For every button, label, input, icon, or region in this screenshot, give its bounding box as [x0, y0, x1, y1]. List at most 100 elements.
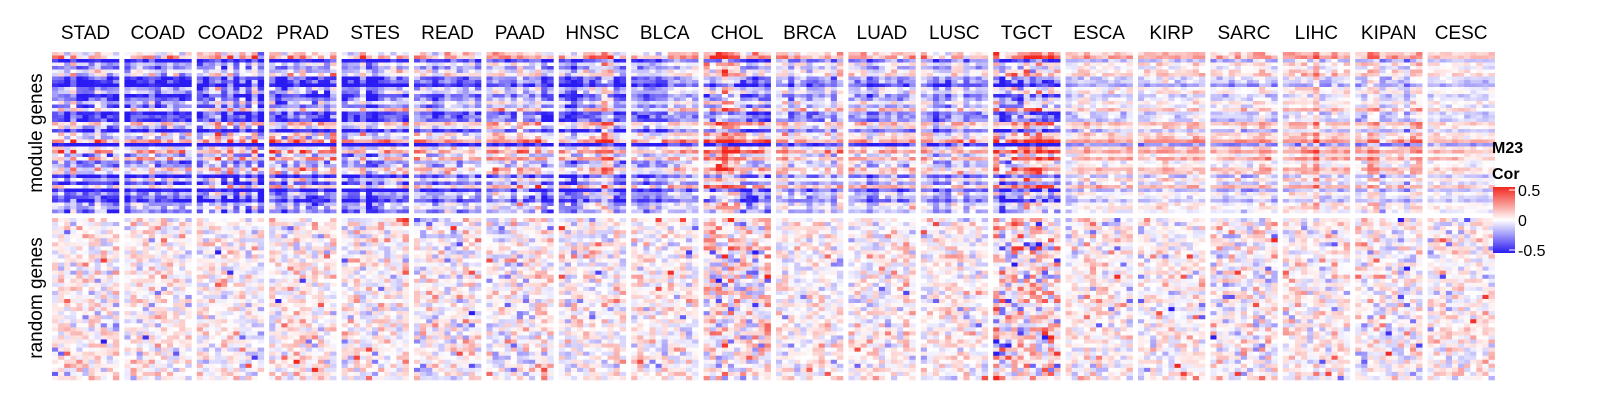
heatmap-cell	[692, 69, 699, 74]
heatmap-cell	[94, 178, 102, 182]
heatmap-cell	[438, 157, 445, 161]
heatmap-cell	[347, 122, 355, 126]
column-label-esca: ESCA	[1073, 23, 1125, 44]
heatmap-cell	[637, 150, 644, 154]
heatmap-cell	[432, 59, 439, 63]
heatmap-cell	[740, 167, 747, 172]
heatmap-cell	[734, 108, 741, 112]
heatmap-cell	[94, 132, 102, 137]
heatmap-cell	[661, 185, 669, 189]
heatmap-cell	[299, 94, 307, 98]
heatmap-cell	[293, 146, 300, 151]
heatmap-cell	[541, 76, 548, 81]
heatmap-cell	[558, 157, 566, 161]
heatmap-cell	[299, 185, 307, 189]
heatmap-cell	[462, 73, 470, 77]
heatmap-cell	[746, 160, 753, 165]
heatmap-cell	[317, 90, 325, 95]
heatmap-cell	[305, 111, 313, 116]
heatmap-cell	[570, 115, 578, 119]
heatmap-cell	[179, 139, 186, 144]
heatmap-cell	[317, 83, 325, 88]
heatmap-cell	[402, 122, 409, 126]
heatmap-cell	[130, 83, 137, 88]
heatmap-cell	[764, 104, 771, 109]
heatmap-cell	[124, 83, 131, 88]
heatmap-cell	[450, 188, 457, 193]
heatmap-cell	[160, 69, 168, 74]
heatmap-cell	[679, 83, 687, 88]
heatmap-cell	[438, 62, 445, 67]
heatmap-cell	[504, 160, 512, 165]
heatmap-cell	[432, 118, 439, 123]
heatmap-cell	[462, 188, 470, 193]
heatmap-cell	[245, 69, 252, 74]
heatmap-cell	[390, 80, 397, 84]
heatmap-cell	[293, 202, 300, 207]
heatmap-cell	[88, 150, 95, 154]
heatmap-cell	[269, 153, 276, 158]
heatmap-cell	[432, 199, 439, 203]
heatmap-cell	[637, 118, 644, 123]
heatmap-cell	[390, 139, 397, 144]
heatmap-cell	[154, 90, 162, 95]
heatmap-cell	[752, 136, 759, 140]
heatmap-cell	[402, 195, 409, 200]
heatmap-cell	[324, 73, 331, 77]
heatmap-cell	[154, 83, 162, 88]
heatmap-cell	[686, 132, 693, 137]
heatmap-cell	[613, 157, 621, 161]
heatmap-cell	[52, 66, 59, 70]
heatmap-cell	[547, 125, 554, 130]
heatmap-cell	[522, 90, 530, 95]
heatmap-cell	[136, 80, 143, 84]
heatmap-cell	[330, 192, 337, 196]
heatmap-cell	[516, 97, 524, 102]
heatmap-cell	[324, 76, 331, 81]
heatmap-cell	[341, 59, 348, 63]
heatmap-cell	[384, 125, 391, 130]
heatmap-cell	[643, 171, 650, 175]
heatmap-cell	[353, 153, 361, 158]
heatmap-cell	[196, 185, 204, 189]
heatmap-cell	[746, 146, 753, 151]
heatmap-cell	[245, 136, 252, 140]
heatmap-cell	[293, 111, 300, 116]
heatmap-cell	[88, 101, 95, 105]
heatmap-cell	[504, 87, 512, 91]
heatmap-cell	[740, 59, 747, 63]
heatmap-cell	[64, 115, 71, 119]
heatmap-cell	[227, 146, 234, 151]
heatmap-cell	[88, 206, 95, 210]
heatmap-cell	[76, 80, 83, 84]
heatmap-cell	[76, 69, 83, 74]
heatmap-cell	[154, 66, 162, 70]
heatmap-cell	[142, 146, 150, 151]
heatmap-cell	[353, 73, 361, 77]
heatmap-cell	[359, 202, 367, 207]
heatmap-cell	[661, 202, 669, 207]
heatmap-cell	[474, 195, 482, 200]
heatmap-cell	[281, 125, 288, 130]
heatmap-cell	[667, 178, 675, 182]
heatmap-cell	[317, 52, 325, 56]
heatmap-cell	[233, 122, 240, 126]
heatmap-cell	[311, 73, 319, 77]
heatmap-cell	[82, 80, 89, 84]
heatmap-cell	[450, 199, 457, 203]
heatmap-cell	[462, 90, 470, 95]
heatmap-cell	[317, 69, 325, 74]
heatmap-cell	[179, 146, 186, 151]
heatmap-cell	[227, 104, 234, 109]
heatmap-cell	[233, 90, 240, 95]
heatmap-cell	[100, 164, 108, 168]
heatmap-cell	[703, 52, 710, 56]
heatmap-cell	[124, 150, 131, 154]
heatmap-cell	[709, 76, 717, 81]
heatmap-cell	[721, 66, 729, 70]
heatmap-cell	[673, 111, 681, 116]
heatmap-cell	[88, 132, 95, 137]
heatmap-cell	[740, 143, 747, 147]
heatmap-cell	[570, 104, 578, 109]
heatmap-cell	[752, 129, 759, 133]
